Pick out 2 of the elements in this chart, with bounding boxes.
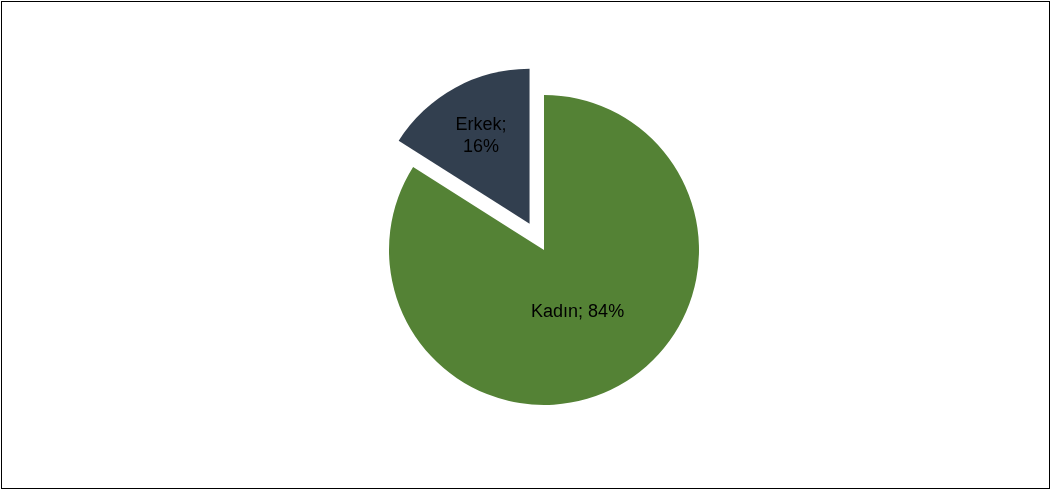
slice-label: Erkek; 16% (455, 114, 507, 157)
slice-label: Kadın; 84% (531, 301, 625, 322)
